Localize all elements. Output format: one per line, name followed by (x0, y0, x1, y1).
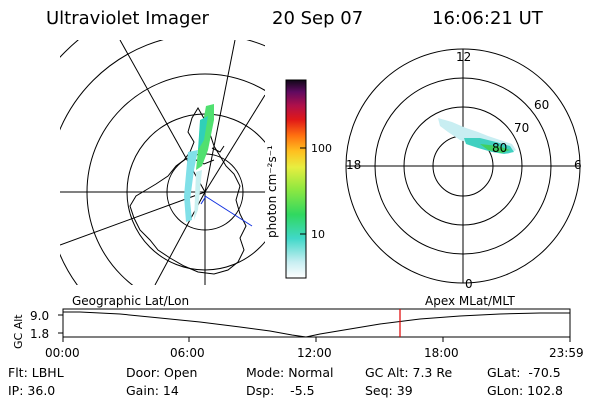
alt-xtick-1: 06:00 (170, 346, 205, 360)
date-label: 20 Sep 07 (272, 8, 364, 29)
geographic-map (60, 40, 265, 285)
colorbar-tick-10: 10 (311, 228, 325, 241)
alt-xtick-0: 00:00 (45, 346, 80, 360)
mlt-label-0: 0 (465, 277, 473, 291)
alt-ylabel: GC Alt (12, 314, 25, 349)
mag-aurora (438, 118, 516, 154)
info-seq: Seq: 39 (365, 383, 413, 398)
colorbar-unit-label: photon cm⁻²s⁻¹ (265, 145, 279, 238)
mlt-label-6: 6 (574, 158, 582, 172)
mlat-label-60: 60 (534, 98, 549, 112)
info-gain: Gain: 14 (126, 383, 179, 398)
colorbar (285, 79, 307, 279)
alt-ytick-bottom: 1.8 (30, 327, 49, 341)
mlat-label-80: 80 (492, 141, 507, 155)
info-ip: IP: 36.0 (8, 383, 56, 398)
alt-curve (63, 311, 570, 338)
colorbar-tick-100: 100 (311, 142, 332, 155)
info-glat: GLat: -70.5 (487, 365, 561, 380)
magnetic-polar-plot (345, 48, 581, 284)
mag-panel-title: Apex MLat/MLT (425, 294, 515, 308)
geo-aurora (184, 104, 214, 222)
info-gcalt: GC Alt: 7.3 Re (365, 365, 453, 380)
time-label: 16:06:21 UT (432, 8, 543, 29)
colorbar-ticks (300, 147, 306, 235)
instrument-title: Ultraviolet Imager (46, 8, 209, 29)
alt-ytick-top: 9.0 (30, 309, 49, 323)
ground-track (204, 195, 253, 227)
alt-xtick-3: 18:00 (424, 346, 459, 360)
alt-plot-frame (62, 308, 571, 338)
mlt-label-18: 18 (346, 158, 361, 172)
info-dsp: Dsp: -5.5 (246, 383, 315, 398)
info-mode: Mode: Normal (246, 365, 334, 380)
alt-xtick-2: 12:00 (297, 346, 332, 360)
info-flt: Flt: LBHL (8, 365, 64, 380)
alt-xtick-4: 23:59 (549, 346, 584, 360)
coastline (129, 107, 247, 275)
geo-panel-title: Geographic Lat/Lon (72, 294, 189, 308)
info-door: Door: Open (126, 365, 198, 380)
mlt-label-12: 12 (456, 50, 471, 64)
mlat-label-70: 70 (514, 121, 529, 135)
info-glon: GLon: 102.8 (487, 383, 563, 398)
